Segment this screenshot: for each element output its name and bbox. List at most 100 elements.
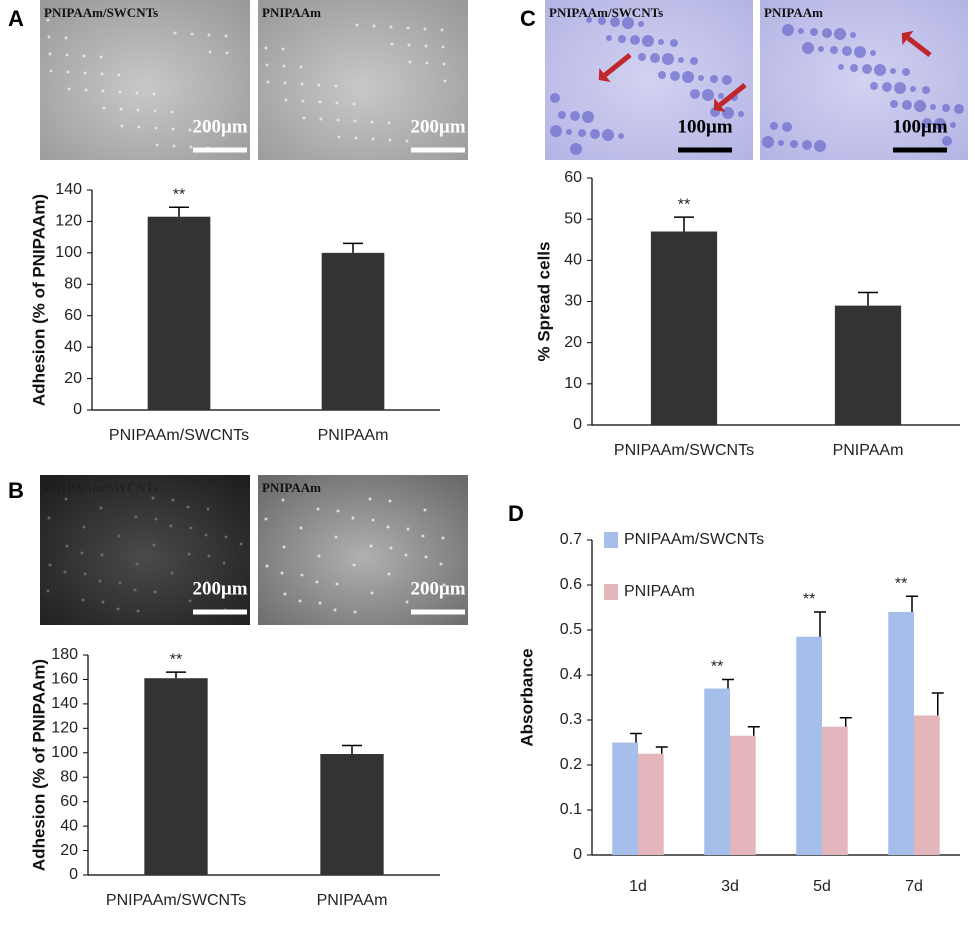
- cell: [335, 101, 339, 105]
- cell: [424, 44, 428, 48]
- cell: [914, 100, 926, 112]
- cell: [155, 143, 159, 147]
- image-caption: PNIPAAm/SWCNTs: [549, 5, 663, 20]
- bar: [888, 612, 914, 855]
- cell: [207, 33, 211, 37]
- cell: [440, 28, 444, 32]
- cell: [650, 53, 660, 63]
- bar: [147, 216, 211, 410]
- significance: **: [711, 659, 723, 676]
- panel-label: C: [520, 6, 536, 31]
- cell: [102, 106, 106, 110]
- x-tick-label: 5d: [813, 878, 831, 895]
- bar: [144, 678, 208, 875]
- cell: [83, 572, 87, 576]
- cell: [298, 599, 302, 603]
- cell: [738, 111, 744, 117]
- image-caption: PNIPAAm: [764, 5, 823, 20]
- cell: [188, 128, 192, 132]
- cell: [83, 71, 87, 75]
- cell: [406, 527, 410, 531]
- cell: [910, 86, 916, 92]
- cell: [64, 497, 68, 501]
- cell: [264, 517, 268, 521]
- y-tick-label: 0: [69, 866, 78, 883]
- y-tick-label: 0: [573, 416, 582, 433]
- cell: [136, 108, 140, 112]
- cell: [790, 140, 798, 148]
- y-tick-label: 140: [51, 695, 78, 712]
- cell: [630, 35, 640, 45]
- cell: [598, 17, 606, 25]
- bar: [321, 252, 385, 410]
- cell: [942, 104, 950, 112]
- cell: [100, 72, 104, 76]
- cell: [638, 53, 646, 61]
- cell: [282, 545, 286, 549]
- cell: [190, 32, 194, 36]
- cell: [154, 517, 158, 521]
- cell: [63, 570, 67, 574]
- cell: [116, 607, 120, 611]
- y-tick-label: 0.7: [560, 531, 582, 548]
- cell: [334, 84, 338, 88]
- cell: [798, 28, 804, 34]
- cell: [65, 544, 69, 548]
- y-axis-label: Adhesion (% of PNIPAAm): [29, 194, 48, 406]
- cell: [355, 23, 359, 27]
- cell: [153, 109, 157, 113]
- cell: [850, 32, 856, 38]
- cell: [354, 136, 358, 140]
- y-tick-label: 60: [64, 307, 82, 324]
- y-tick-label: 0.2: [560, 756, 582, 773]
- cell: [64, 36, 68, 40]
- cell: [854, 46, 866, 58]
- bar: [638, 753, 664, 855]
- cell: [550, 93, 560, 103]
- y-axis-label: % Spread cells: [534, 241, 553, 361]
- y-tick-label: 60: [564, 169, 582, 186]
- cell: [371, 518, 375, 522]
- cell: [870, 82, 878, 90]
- cell: [638, 21, 644, 27]
- arrow: [603, 53, 632, 77]
- cell: [352, 102, 356, 106]
- cell: [934, 118, 946, 130]
- cell: [842, 46, 852, 56]
- cell: [388, 499, 392, 503]
- cell: [422, 581, 426, 585]
- cell: [351, 516, 355, 520]
- cell: [369, 544, 373, 548]
- cell: [407, 43, 411, 47]
- y-tick-label: 160: [51, 671, 78, 688]
- cell: [117, 73, 121, 77]
- cell: [317, 554, 321, 558]
- cell: [207, 554, 211, 558]
- cell: [84, 88, 88, 92]
- image-caption: PNIPAAm: [262, 5, 321, 20]
- x-tick-label: PNIPAAm/SWCNTs: [109, 427, 249, 444]
- cell: [406, 26, 410, 30]
- cell: [152, 92, 156, 96]
- image-caption: PNIPAAm/SWCNTs: [44, 480, 158, 495]
- cell: [315, 580, 319, 584]
- bar: [822, 726, 848, 855]
- cell: [874, 64, 886, 76]
- arrow-head: [901, 30, 914, 46]
- micrograph: [258, 0, 468, 160]
- cell: [421, 534, 425, 538]
- bar: [914, 715, 940, 855]
- cell: [404, 553, 408, 557]
- cell: [82, 525, 86, 529]
- significance: **: [170, 651, 182, 668]
- cell: [622, 17, 634, 29]
- cell: [698, 75, 704, 81]
- cell: [224, 535, 228, 539]
- cell: [170, 110, 174, 114]
- scale-label: 100μm: [677, 116, 732, 137]
- cell: [336, 509, 340, 513]
- cell: [770, 122, 778, 130]
- cell: [405, 139, 409, 143]
- y-tick-label: 0.3: [560, 711, 582, 728]
- cell: [135, 91, 139, 95]
